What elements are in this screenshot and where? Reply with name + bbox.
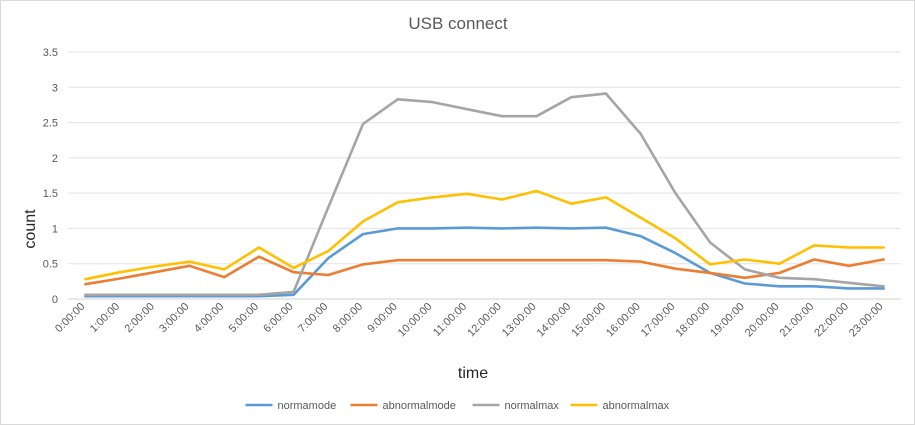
y-tick-label: 2 [52, 153, 58, 165]
x-tick-label: 10:00:00 [396, 301, 435, 340]
legend-label-normamode: normamode [278, 400, 337, 412]
x-tick-label: 23:00:00 [847, 301, 886, 340]
legend-label-abnormalmode: abnormalmode [383, 400, 456, 412]
series-line-abnormalmax [84, 189, 885, 281]
legend-label-abnormalmax: abnormalmax [603, 400, 670, 412]
x-tick-label: 9:00:00 [365, 301, 399, 335]
x-tick-label: 14:00:00 [535, 301, 574, 340]
series-line-normamode [84, 226, 885, 298]
y-tick-label: 1.5 [43, 188, 58, 200]
legend: normamode abnormalmode normalmax abnormalma… [245, 400, 670, 412]
x-tick-label: 11:00:00 [431, 301, 469, 339]
x-tick-label: 15:00:00 [569, 301, 608, 340]
x-tick-label: 5:00:00 [227, 301, 261, 335]
y-tick-label: 2.5 [43, 118, 58, 130]
x-tick-label: 17:00:00 [639, 301, 678, 340]
series-line-normalmax [84, 92, 885, 297]
x-tick-label: 2:00:00 [122, 301, 156, 335]
y-tick-label: 0 [52, 294, 58, 306]
legend-label-normalmax: normalmax [505, 400, 560, 412]
y-tick-label: 3.5 [43, 47, 58, 59]
series-lines [84, 92, 885, 298]
x-tick-label: 6:00:00 [261, 301, 295, 335]
x-tick-label: 18:00:00 [673, 301, 712, 340]
x-tick-label: 8:00:00 [331, 301, 365, 335]
x-tick-label: 16:00:00 [604, 301, 643, 340]
y-tick-label: 1 [52, 223, 58, 235]
x-tick-label: 13:00:00 [500, 301, 539, 340]
x-tick-label: 1:00:00 [88, 301, 122, 335]
x-tick-label: 4:00:00 [192, 301, 226, 335]
x-tick-label: 3:00:00 [157, 301, 191, 335]
x-axis-ticks: 0:00:00 1:00:00 2:00:00 3:00:00 4:00:00 5:00:… [53, 301, 886, 340]
x-axis-label: time [458, 365, 488, 382]
x-tick-label: 20:00:00 [743, 301, 782, 340]
x-tick-label: 0:00:00 [53, 301, 87, 335]
x-tick-label: 22:00:00 [812, 301, 851, 340]
y-axis-ticks: 0 0.5 1 1.5 2 2.5 3 3.5 [43, 47, 58, 306]
x-tick-label: 19:00:00 [708, 301, 747, 340]
y-tick-label: 0.5 [43, 259, 58, 271]
y-axis-label: count [22, 209, 39, 249]
x-tick-label: 7:00:00 [296, 301, 330, 335]
y-tick-label: 3 [52, 82, 58, 94]
series-line-abnormalmode [84, 255, 885, 286]
chart-title: USB connect [408, 14, 507, 33]
x-tick-label: 12:00:00 [465, 301, 504, 340]
x-tick-label: 21:00:00 [778, 301, 817, 340]
